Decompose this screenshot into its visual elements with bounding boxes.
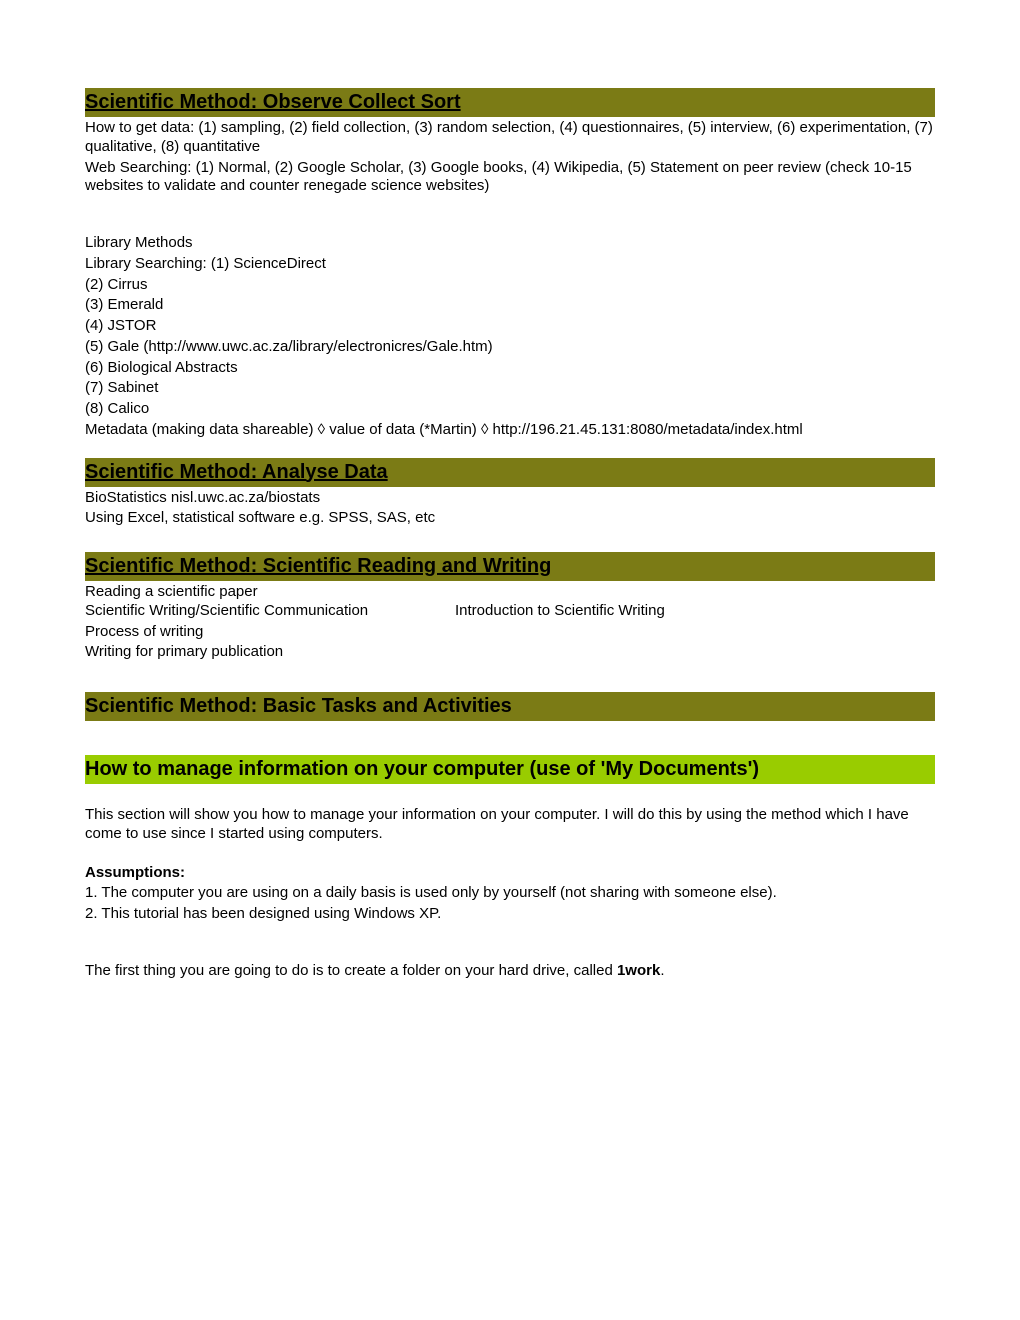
text-web-searching: Web Searching: (1) Normal, (2) Google Sc… — [85, 159, 935, 197]
text-scientific-writing-comm: Scientific Writing/Scientific Communicat… — [85, 602, 455, 621]
text-intro-scientific-writing: Introduction to Scientific Writing — [455, 602, 935, 621]
text-reading-paper: Reading a scientific paper — [85, 583, 935, 602]
heading-observe-collect-sort: Scientific Method: Observe Collect Sort — [85, 88, 935, 117]
text-library-searching-8: (8) Calico — [85, 400, 935, 419]
text-assumptions-label: Assumptions: — [85, 864, 935, 883]
text-writing-primary-pub: Writing for primary publication — [85, 643, 935, 662]
heading-basic-tasks: Scientific Method: Basic Tasks and Activ… — [85, 692, 935, 721]
text-manage-intro: This section will show you how to manage… — [85, 806, 935, 844]
text-library-searching-4: (4) JSTOR — [85, 317, 935, 336]
text-first-thing: The first thing you are going to do is t… — [85, 962, 935, 981]
text-first-thing-pre: The first thing you are going to do is t… — [85, 962, 617, 979]
text-library-methods: Library Methods — [85, 234, 935, 253]
text-assumption-2: 2. This tutorial has been designed using… — [85, 905, 935, 924]
text-library-searching-1: Library Searching: (1) ScienceDirect — [85, 255, 935, 274]
text-library-searching-6: (6) Biological Abstracts — [85, 359, 935, 378]
text-metadata: Metadata (making data shareable) ◊ value… — [85, 421, 935, 440]
text-excel-spss: Using Excel, statistical software e.g. S… — [85, 509, 935, 528]
text-first-thing-post: . — [660, 962, 664, 979]
text-process-writing: Process of writing — [85, 623, 935, 642]
heading-manage-information: How to manage information on your comput… — [85, 755, 935, 784]
text-how-to-get-data: How to get data: (1) sampling, (2) field… — [85, 119, 935, 157]
heading-analyse-data: Scientific Method: Analyse Data — [85, 458, 935, 487]
text-library-searching-7: (7) Sabinet — [85, 379, 935, 398]
text-library-searching-2: (2) Cirrus — [85, 276, 935, 295]
text-assumption-1: 1. The computer you are using on a daily… — [85, 884, 935, 903]
text-first-thing-bold: 1work — [617, 962, 660, 979]
text-library-searching-3: (3) Emerald — [85, 296, 935, 315]
heading-reading-writing: Scientific Method: Scientific Reading an… — [85, 552, 935, 581]
text-biostatistics: BioStatistics nisl.uwc.ac.za/biostats — [85, 489, 935, 508]
text-library-searching-5: (5) Gale (http://www.uwc.ac.za/library/e… — [85, 338, 935, 357]
